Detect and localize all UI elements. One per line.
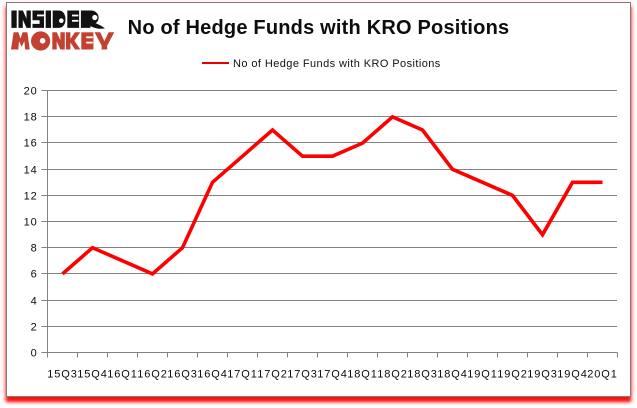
svg-text:16Q4: 16Q4 bbox=[197, 369, 228, 381]
svg-text:17Q1: 17Q1 bbox=[227, 369, 258, 381]
svg-text:19Q3: 19Q3 bbox=[527, 369, 558, 381]
svg-text:18Q3: 18Q3 bbox=[407, 369, 438, 381]
svg-text:10: 10 bbox=[24, 217, 38, 229]
svg-text:16Q1: 16Q1 bbox=[107, 369, 138, 381]
svg-text:19Q1: 19Q1 bbox=[467, 369, 498, 381]
svg-text:18: 18 bbox=[24, 112, 38, 124]
svg-text:16Q2: 16Q2 bbox=[137, 369, 168, 381]
svg-text:18Q4: 18Q4 bbox=[437, 369, 468, 381]
svg-text:14: 14 bbox=[24, 165, 38, 177]
svg-text:20Q1: 20Q1 bbox=[587, 369, 618, 381]
svg-text:19Q4: 19Q4 bbox=[557, 369, 588, 381]
svg-text:2: 2 bbox=[31, 322, 38, 334]
svg-text:17Q4: 17Q4 bbox=[317, 369, 348, 381]
svg-text:0: 0 bbox=[31, 348, 38, 360]
svg-text:4: 4 bbox=[31, 296, 38, 308]
svg-text:12: 12 bbox=[24, 191, 38, 203]
svg-text:6: 6 bbox=[31, 269, 38, 281]
svg-text:17Q3: 17Q3 bbox=[287, 369, 318, 381]
svg-text:18Q1: 18Q1 bbox=[347, 369, 378, 381]
svg-text:15Q4: 15Q4 bbox=[77, 369, 108, 381]
svg-text:16Q3: 16Q3 bbox=[167, 369, 198, 381]
svg-text:8: 8 bbox=[31, 243, 38, 255]
svg-text:18Q2: 18Q2 bbox=[377, 369, 408, 381]
svg-text:15Q3: 15Q3 bbox=[47, 369, 78, 381]
svg-text:20: 20 bbox=[24, 86, 38, 98]
svg-text:16: 16 bbox=[24, 138, 38, 150]
svg-text:17Q2: 17Q2 bbox=[257, 369, 288, 381]
svg-text:19Q2: 19Q2 bbox=[497, 369, 528, 381]
